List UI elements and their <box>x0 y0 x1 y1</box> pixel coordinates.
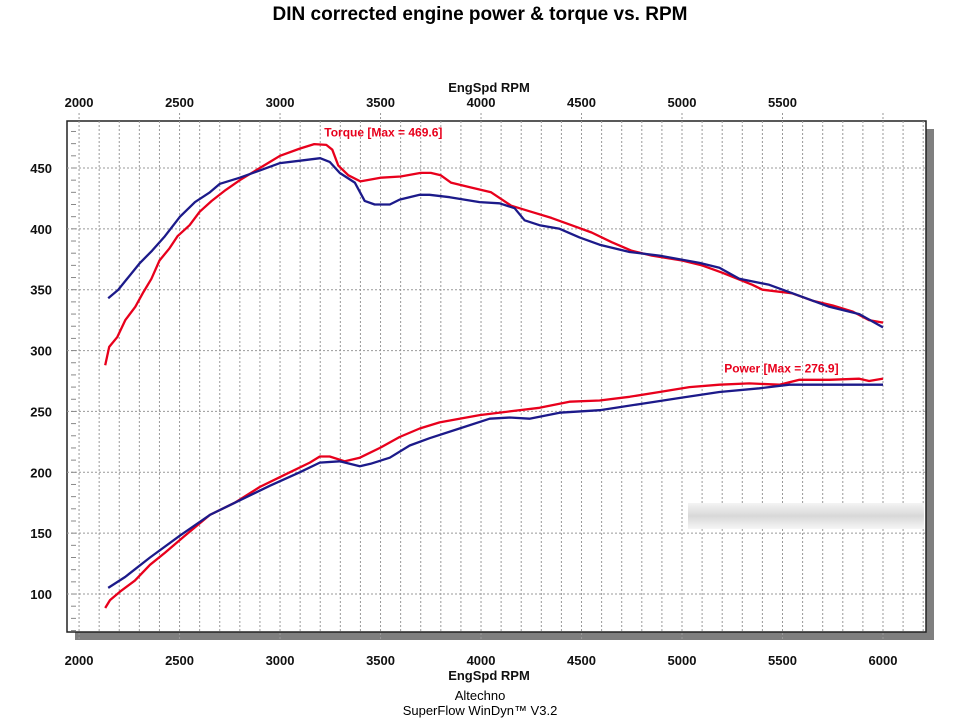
x-tick-label: 4000 <box>467 653 496 668</box>
series-line-3 <box>107 383 883 589</box>
plot-area <box>66 120 927 633</box>
y-tick-label: 200 <box>30 465 52 480</box>
x-tick-label: 4500 <box>567 653 596 668</box>
x-tick-label: 2500 <box>165 653 194 668</box>
series-line-2 <box>104 377 884 609</box>
y-tick-label: 300 <box>30 344 52 359</box>
y-tick-label: 400 <box>30 222 52 237</box>
x-tick-label-top: 2000 <box>65 95 94 110</box>
y-tick-label: 150 <box>30 526 52 541</box>
x-axis-label: EngSpd RPM <box>448 668 530 683</box>
footer-company: Altechno <box>454 688 506 703</box>
y-tick-label: 450 <box>30 161 52 176</box>
x-tick-label-top: 2500 <box>165 95 194 110</box>
max-annotation: Torque [Max = 469.6] <box>324 125 442 139</box>
x-tick-label-top: 3500 <box>366 95 395 110</box>
x-tick-label-top: 5000 <box>668 95 697 110</box>
series-line-0 <box>104 142 884 366</box>
y-tick-label: 250 <box>30 404 52 419</box>
y-tick-label: 100 <box>30 587 52 602</box>
series-line-1 <box>107 157 884 329</box>
x-tick-label-top: 3000 <box>266 95 295 110</box>
max-annotation: Power [Max = 276.9] <box>724 361 838 375</box>
x-tick-label: 2000 <box>65 653 94 668</box>
x-axis-label-top: EngSpd RPM <box>448 80 530 95</box>
x-tick-label: 6000 <box>869 653 898 668</box>
footer-software: SuperFlow WinDyn™ V3.2 <box>402 703 558 718</box>
chart-title: DIN corrected engine power & torque vs. … <box>272 4 688 25</box>
x-tick-label-top: 4000 <box>467 95 496 110</box>
watermark-patch <box>688 503 924 529</box>
y-tick-label: 350 <box>30 283 52 298</box>
x-tick-label-top: 4500 <box>567 95 596 110</box>
x-tick-label: 5000 <box>668 653 697 668</box>
x-tick-label: 3000 <box>266 653 295 668</box>
x-tick-label: 5500 <box>768 653 797 668</box>
x-tick-label-top: 5500 <box>768 95 797 110</box>
x-tick-label: 3500 <box>366 653 395 668</box>
